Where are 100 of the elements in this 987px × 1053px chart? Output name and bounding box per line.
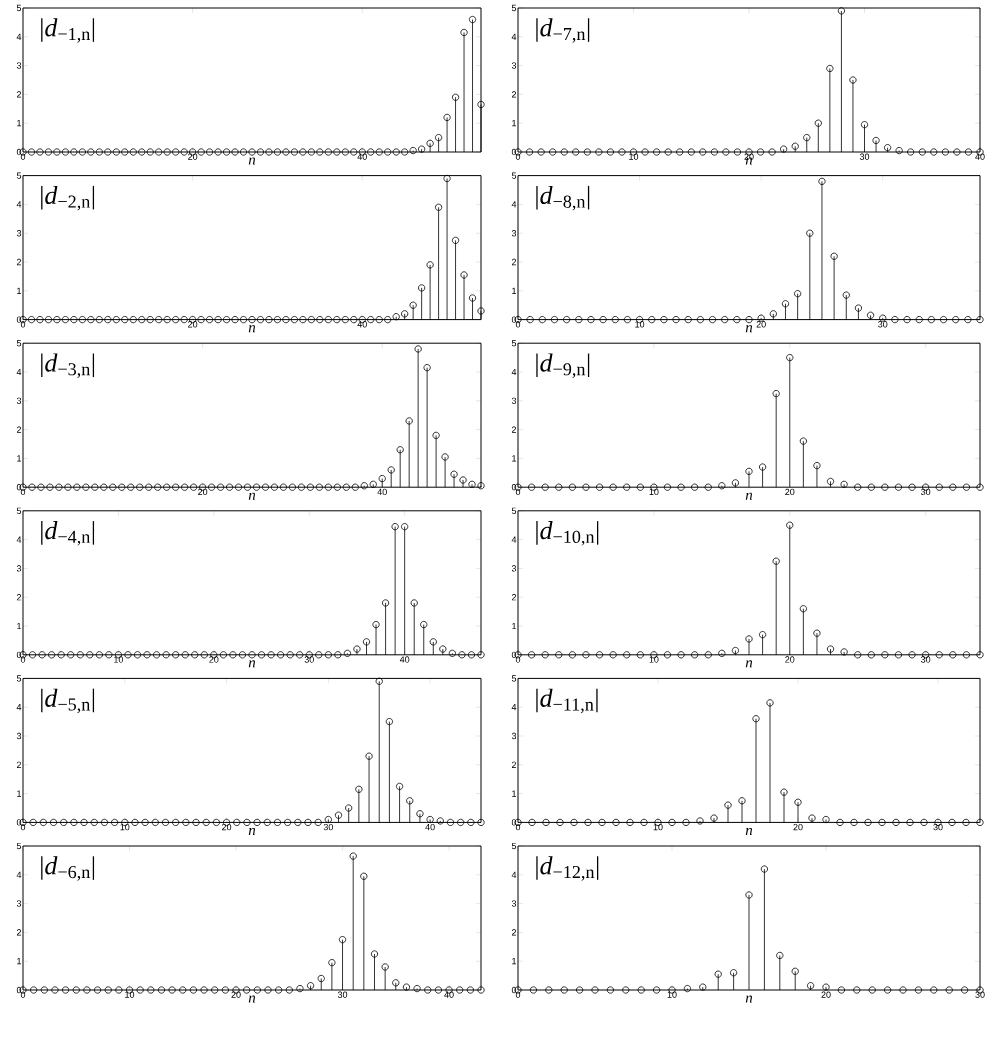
point xyxy=(62,986,70,994)
point xyxy=(87,316,95,324)
point xyxy=(333,316,341,324)
point xyxy=(111,818,119,826)
x-tick-label: 20 xyxy=(222,823,232,831)
point xyxy=(155,148,163,156)
point xyxy=(915,316,923,324)
y-tick-label: 3 xyxy=(511,230,517,237)
point xyxy=(307,148,315,156)
point xyxy=(136,483,144,491)
y-tick-label: 2 xyxy=(16,929,22,936)
point xyxy=(214,316,222,324)
x-tick-label: 10 xyxy=(649,656,659,663)
point xyxy=(952,316,960,324)
x-tick-label: 20 xyxy=(756,321,766,328)
point xyxy=(949,651,957,659)
point xyxy=(172,483,180,491)
x-tick-label: 20 xyxy=(188,321,198,328)
point xyxy=(375,316,383,324)
y-tick-label: 1 xyxy=(17,287,22,294)
point xyxy=(297,483,305,491)
point xyxy=(70,148,78,156)
point xyxy=(163,483,171,491)
point xyxy=(129,316,137,324)
point xyxy=(190,483,198,491)
point xyxy=(623,651,631,659)
point xyxy=(290,316,298,324)
x-tick-label: 40 xyxy=(399,656,410,663)
x-tick-label: 10 xyxy=(114,656,124,663)
y-tick-label: 5 xyxy=(16,340,22,347)
y-tick-label: 2 xyxy=(511,594,517,601)
point xyxy=(609,651,617,659)
point xyxy=(660,316,668,324)
y-tick-label: 2 xyxy=(511,258,517,266)
point xyxy=(935,651,943,659)
point xyxy=(432,431,440,439)
point xyxy=(61,148,69,156)
point xyxy=(243,818,251,826)
point xyxy=(575,316,583,324)
point xyxy=(162,651,170,659)
point xyxy=(350,148,358,156)
point xyxy=(949,483,957,491)
point xyxy=(73,483,81,491)
point xyxy=(67,651,75,659)
point xyxy=(745,635,753,643)
point xyxy=(780,788,788,796)
point xyxy=(708,316,717,324)
point xyxy=(238,651,247,659)
point xyxy=(738,797,746,805)
x-tick-label: 30 xyxy=(337,991,348,998)
y-tick-label: 5 xyxy=(16,4,22,12)
x-tick-label: 30 xyxy=(878,321,888,328)
point xyxy=(648,316,656,324)
point xyxy=(112,148,120,156)
y-tick-label: 0 xyxy=(511,316,517,323)
point xyxy=(127,483,135,491)
point xyxy=(78,316,86,324)
point xyxy=(606,986,614,994)
point xyxy=(82,483,90,491)
point xyxy=(355,785,363,793)
point xyxy=(55,483,63,491)
point xyxy=(157,986,166,994)
x-tick-label: 40 xyxy=(425,823,435,831)
point xyxy=(121,148,129,156)
point xyxy=(378,474,386,483)
point xyxy=(328,959,336,967)
y-tick-label: 1 xyxy=(17,455,22,462)
point xyxy=(267,651,275,659)
point xyxy=(28,651,37,659)
point xyxy=(953,148,961,156)
point xyxy=(640,818,648,826)
point xyxy=(155,316,163,324)
annotation: |d$_{−12,n}$| xyxy=(536,856,599,881)
point xyxy=(143,651,151,659)
point xyxy=(53,316,61,324)
x-tick-label: 40 xyxy=(377,488,387,496)
point xyxy=(550,316,559,324)
point xyxy=(350,316,358,324)
point xyxy=(786,521,794,529)
point xyxy=(273,148,282,156)
point xyxy=(277,651,285,659)
point xyxy=(104,986,112,994)
point xyxy=(663,483,672,491)
point xyxy=(396,446,404,454)
point xyxy=(837,7,845,15)
y-tick-label: 2 xyxy=(16,594,22,601)
point xyxy=(591,986,599,994)
y-tick-label: 1 xyxy=(512,120,517,127)
point xyxy=(776,951,784,960)
point xyxy=(28,483,36,491)
point xyxy=(36,148,44,156)
point xyxy=(273,316,282,324)
point xyxy=(100,818,109,826)
point xyxy=(549,148,557,156)
point xyxy=(458,651,466,659)
point xyxy=(413,984,421,993)
point xyxy=(365,752,373,760)
x-tick-label: 10 xyxy=(629,153,639,160)
point xyxy=(402,983,411,991)
point xyxy=(813,462,821,470)
